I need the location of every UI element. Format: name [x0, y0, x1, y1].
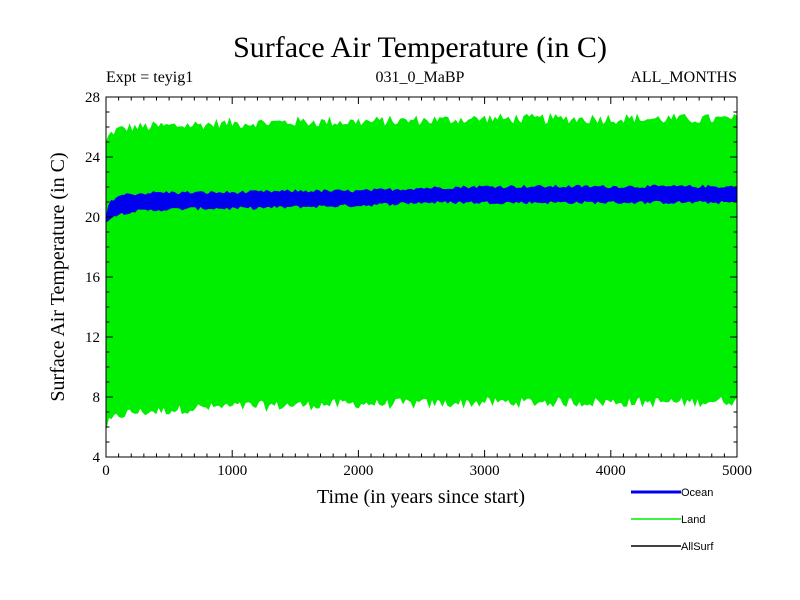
x-tick-label: 1000 [217, 463, 247, 479]
legend: Ocean Land AllSurf [631, 487, 714, 553]
y-axis-label: Surface Air Temperature (in C) [47, 152, 69, 401]
y-tick-label: 16 [85, 270, 101, 286]
y-tick-label: 20 [85, 210, 100, 226]
x-tick-label: 0 [102, 463, 110, 479]
x-tick-label: 5000 [722, 463, 752, 479]
axes: 0 1000 2000 3000 4000 5000 4 8 12 16 20 24 28 [85, 90, 752, 479]
months-label: ALL_MONTHS [630, 69, 737, 86]
age-label: 031_0_MaBP [376, 69, 465, 86]
legend-label-land: Land [681, 514, 705, 526]
chart-title: Surface Air Temperature (in C) [233, 31, 607, 64]
y-tick-label: 24 [85, 150, 101, 166]
y-tick-label: 8 [93, 390, 101, 406]
y-tick-label: 4 [93, 450, 101, 466]
experiment-label: Expt = teyig1 [106, 69, 193, 86]
x-tick-label: 4000 [596, 463, 626, 479]
series-land [105, 112, 738, 430]
legend-label-ocean: Ocean [681, 487, 713, 499]
legend-label-allsurf: AllSurf [681, 541, 714, 553]
y-tick-label: 12 [85, 330, 100, 346]
y-tick-label: 28 [85, 90, 100, 106]
x-tick-label: 3000 [470, 463, 500, 479]
x-axis-label: Time (in years since start) [317, 486, 525, 508]
x-tick-label: 2000 [343, 463, 373, 479]
plot-area [105, 112, 738, 430]
